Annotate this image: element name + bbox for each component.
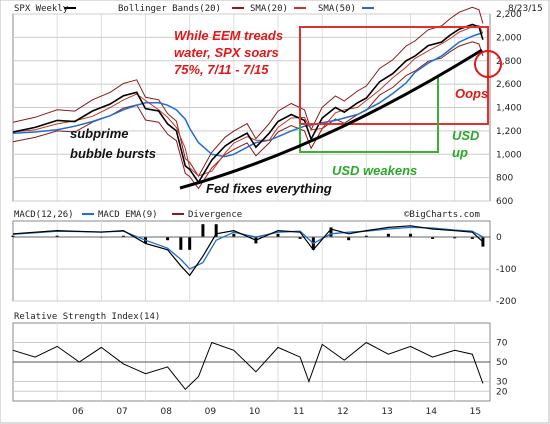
x-tick-label: 11 — [293, 407, 304, 417]
annotation-oops: Oops — [455, 86, 488, 101]
price-y-tick-labels: 600 800 1,000 1,200 1,400 2,600 2,800 2,000 2,20… — [496, 10, 522, 207]
legend-spx-weekly: SPX Weekly — [14, 4, 69, 14]
annotation-usd-up-line2: up — [452, 145, 468, 160]
annotation-eem-line3: 75%, 7/11 - 7/15 — [174, 62, 269, 77]
rsi-series — [12, 341, 490, 391]
legend-divergence: Divergence — [188, 210, 242, 220]
legend-rsi: Relative Strength Index(14) — [14, 312, 160, 322]
x-tick-label: 10 — [249, 407, 261, 417]
annotation-fed: Fed fixes everything — [206, 181, 332, 196]
y-tick-label: 20 — [496, 387, 508, 397]
y-tick-label: 2,000 — [496, 33, 522, 43]
rsi-line — [12, 341, 484, 391]
x-tick-labels: 06 07 08 09 10 11 12 13 14 15 — [72, 407, 481, 417]
x-tick-label: 08 — [161, 407, 173, 417]
macd-panel-frame — [12, 220, 491, 302]
y-tick-label: -200 — [496, 297, 517, 307]
x-tick-label: 14 — [426, 407, 438, 417]
y-tick-label: 0 — [496, 233, 502, 243]
y-tick-label: 30 — [496, 378, 508, 388]
oops-circle — [474, 50, 502, 78]
x-tick-label: 13 — [381, 407, 392, 417]
y-tick-label: 800 — [496, 174, 513, 184]
price-series — [12, 6, 484, 190]
y-tick-label: 50 — [496, 358, 508, 368]
x-tick-label: 06 — [72, 407, 84, 417]
soar-box — [299, 26, 489, 125]
bollinger-upper — [12, 6, 484, 178]
y-tick-label: -100 — [496, 265, 517, 275]
x-tick-label: 12 — [337, 407, 348, 417]
annotation-usd-weakens: USD weakens — [332, 163, 417, 178]
bollinger-lower — [12, 41, 484, 190]
legend-sma20: SMA(20) — [250, 4, 288, 14]
fed-trendline — [179, 48, 483, 190]
x-tick-label: 15 — [470, 407, 481, 417]
y-tick-label: 1,200 — [496, 127, 522, 137]
macd-y-tick-labels: 0 -100 -200 — [496, 233, 517, 307]
x-tick-label: 09 — [205, 407, 217, 417]
legend-sma50: SMA(50) — [318, 4, 356, 14]
y-tick-label: 1,400 — [496, 104, 522, 114]
usd-weakens-bracket — [299, 76, 439, 153]
y-tick-label: 2,200 — [496, 10, 522, 20]
annotation-subprime-line1: subprime — [70, 126, 129, 141]
sma20-line — [12, 25, 484, 177]
annotation-usd-up-line1: USD — [452, 128, 480, 143]
y-tick-label: 1,000 — [496, 150, 522, 160]
legend-macd-ema: MACD EMA(9) — [98, 210, 158, 220]
y-tick-label: 2,800 — [496, 57, 522, 67]
y-tick-label: 600 — [496, 197, 513, 207]
chart-date-label: 8/23/15 — [508, 4, 543, 14]
macd-ema-line — [12, 226, 484, 270]
y-tick-label: 2,600 — [496, 80, 522, 90]
annotation-eem-line2: water, SPX soars — [174, 45, 279, 60]
spx-price-line — [12, 23, 484, 184]
annotation-eem-line1: While EEM treads — [174, 28, 283, 43]
legend-macd: MACD(12,26) — [14, 210, 74, 220]
x-tick-label: 07 — [116, 407, 127, 417]
macd-line — [12, 225, 484, 277]
macd-series — [11, 224, 490, 277]
watermark: ©BigCharts.com — [404, 210, 480, 220]
legend-bollinger: Bollinger Bands(20) — [118, 4, 221, 14]
y-tick-label: 70 — [496, 339, 508, 349]
annotation-subprime-line2: bubble bursts — [70, 146, 156, 161]
